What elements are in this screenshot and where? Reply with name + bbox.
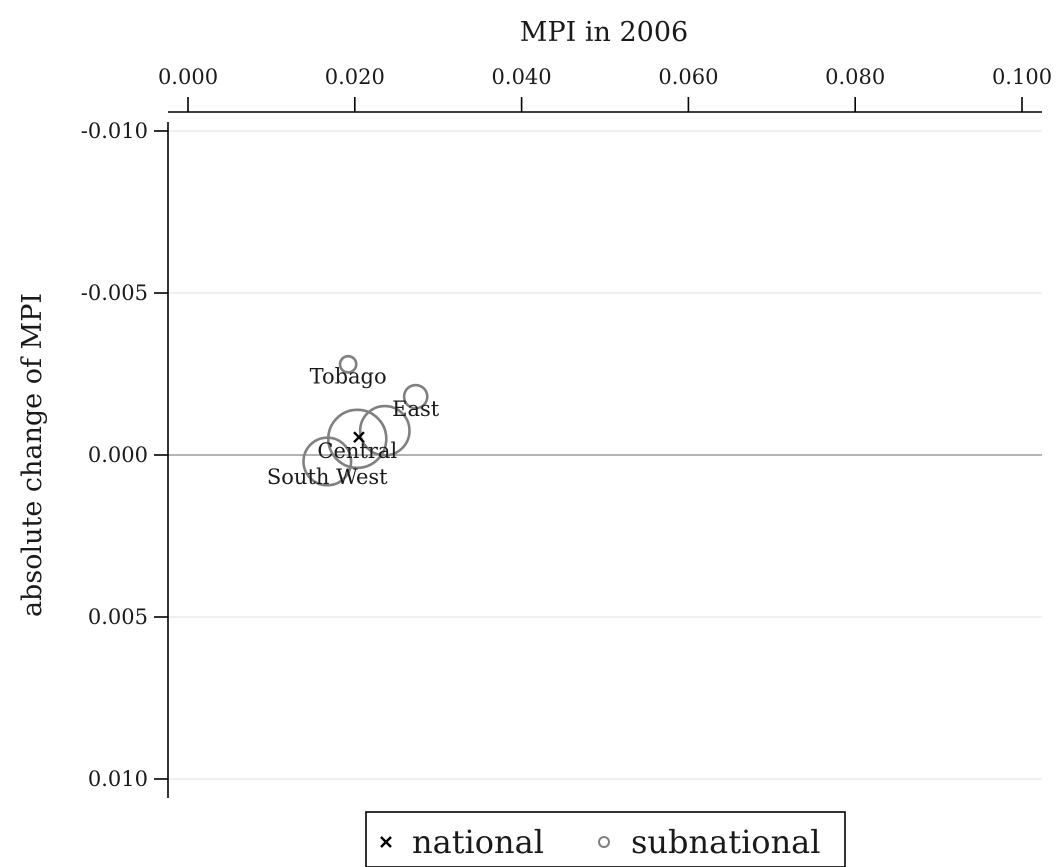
x-axis-title: MPI in 2006 <box>520 17 688 48</box>
legend-national-label: national <box>412 823 544 861</box>
legend-box <box>365 811 846 867</box>
y-axis-ticks: 0.010 0.005 0.000 -0.005 -0.010 <box>81 119 168 791</box>
x-tick-label: 0.100 <box>992 65 1052 89</box>
legend-subnational-label: subnational <box>631 823 820 861</box>
data-label: East <box>392 397 440 421</box>
grid-lines <box>168 130 1042 780</box>
y-tick-label: 0.000 <box>88 443 148 467</box>
legend-national-marker <box>380 836 392 848</box>
data-label: South West <box>267 465 388 489</box>
subnational-bubble <box>327 408 388 470</box>
subnational-bubble <box>358 404 411 457</box>
x-tick-label: 0.020 <box>325 65 385 89</box>
y-tick-label: 0.010 <box>88 767 148 791</box>
x-axis-ticks: 0.000 0.020 0.040 0.060 0.080 0.100 <box>158 65 1052 112</box>
y-tick-label: -0.005 <box>81 281 148 305</box>
x-tick-label: 0.040 <box>492 65 552 89</box>
x-tick-label: 0.080 <box>825 65 885 89</box>
national-marker <box>353 431 365 444</box>
data-label: Central <box>317 439 397 463</box>
y-tick-label: 0.005 <box>88 605 148 629</box>
legend: national subnational <box>365 811 846 867</box>
x-tick-label: 0.060 <box>658 65 718 89</box>
y-tick-label: -0.010 <box>81 119 148 143</box>
legend-national-stroke <box>380 836 392 848</box>
subnational-bubble <box>402 383 429 410</box>
x-tick-label: 0.000 <box>158 65 218 89</box>
data-label: Tobago <box>310 365 387 389</box>
legend-subnational-marker <box>598 836 610 848</box>
national-marker-stroke <box>353 431 365 444</box>
y-axis-title: absolute change of MPI <box>17 293 48 617</box>
subnational-bubble <box>338 354 358 374</box>
data-marks <box>302 354 429 487</box>
